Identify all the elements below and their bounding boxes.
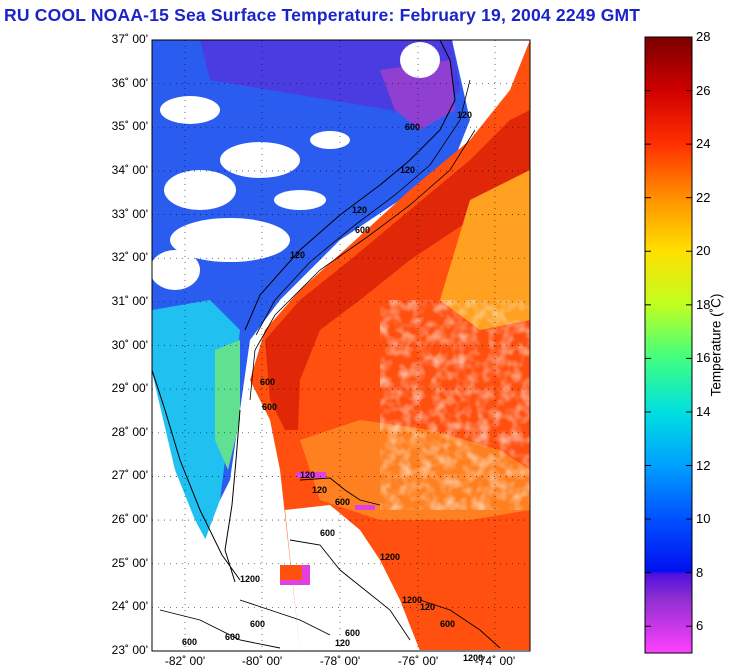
latitude-label: 23˚ 00' <box>111 643 148 657</box>
island-outline <box>159 477 501 649</box>
colorbar-tick-label: 10 <box>696 511 711 527</box>
contour-label: 600 <box>405 122 420 132</box>
contour-label: 600 <box>440 619 455 629</box>
violet-nearshore <box>380 60 455 130</box>
contour-label: 120 <box>420 602 435 612</box>
contour-label: 600 <box>345 628 360 638</box>
latitude-label: 32˚ 00' <box>111 250 148 265</box>
contour-label: 120 <box>312 485 327 495</box>
contour-label: 600 <box>182 637 197 647</box>
shelf-contour-120 <box>255 79 471 336</box>
contour-label: 120 <box>335 638 350 648</box>
bahamas-land <box>285 505 420 651</box>
longitude-label: -82˚ 00' <box>164 654 206 668</box>
latitude-label: 36˚ 00' <box>111 75 148 90</box>
colorbar-tick-label: 24 <box>696 136 711 152</box>
contour-label: 120 <box>300 470 315 480</box>
contour-label: 600 <box>335 497 350 507</box>
contour-label: 1200 <box>463 653 483 663</box>
latitude-label: 31˚ 00' <box>111 293 148 308</box>
colorbar-scale <box>644 36 693 654</box>
latitude-label: 24˚ 00' <box>111 599 148 614</box>
colorbar-tick-label: 18 <box>696 296 711 312</box>
shelf-green <box>215 340 240 470</box>
contour-label: 120 <box>400 165 415 175</box>
clouds <box>152 42 440 290</box>
colorbar-tick-label: 28 <box>696 29 711 44</box>
coastline <box>152 40 456 583</box>
latitude-label: 35˚ 00' <box>111 119 148 134</box>
gulf-stream-core <box>265 110 530 430</box>
latitude-label: 27˚ 00' <box>111 468 148 483</box>
contour-label: 600 <box>355 225 370 235</box>
colorbar-title: Temperature (˚C) <box>708 293 724 397</box>
colorbar-tick-label: 20 <box>696 243 711 259</box>
latitude-label: 25˚ 00' <box>111 555 148 570</box>
latitude-label: 37˚ 00' <box>111 32 148 46</box>
chart-title: RU COOL NOAA-15 Sea Surface Temperature:… <box>4 5 641 25</box>
contour-label: 600 <box>262 402 277 412</box>
latitude-label: 34˚ 00' <box>111 162 148 177</box>
latitude-label: 29˚ 00' <box>111 381 148 396</box>
longitude-label: -78˚ 00' <box>319 654 361 668</box>
land-southeast <box>152 372 300 651</box>
latitude-label: 30˚ 00' <box>111 337 148 352</box>
contour-label: 1200 <box>240 574 260 584</box>
contour-label: 1200 <box>402 595 422 605</box>
contour-label: 120 <box>457 110 472 120</box>
latitude-label: 26˚ 00' <box>111 512 148 527</box>
colorbar-tick-label: 6 <box>696 618 704 634</box>
contour-label: 600 <box>225 632 240 642</box>
warm-orange <box>440 170 530 330</box>
colorbar-tick-label: 26 <box>696 82 711 98</box>
colorbar-tick-label: 12 <box>696 457 711 473</box>
contour-label: 120 <box>290 250 305 260</box>
colorbar-tick-label: 16 <box>696 350 711 366</box>
longitude-label: -80˚ 00' <box>241 654 283 668</box>
contour-label: 120 <box>352 205 367 215</box>
colorbar-tick-label: 22 <box>696 189 711 205</box>
colorbar-tick-label: 8 <box>696 564 704 580</box>
latitude-label: 28˚ 00' <box>111 424 148 439</box>
contour-label: 1200 <box>380 552 400 562</box>
longitude-label: -76˚ 00' <box>397 654 439 668</box>
latitude-label: 33˚ 00' <box>111 206 148 221</box>
longitude-label: -74˚ 00' <box>474 654 516 668</box>
colorbar-tick-label: 14 <box>696 403 711 419</box>
shelf-contour-600 <box>249 129 476 401</box>
cloud-speckle <box>380 300 530 510</box>
contour-label: 600 <box>250 619 265 629</box>
contour-label: 600 <box>260 377 275 387</box>
contour-label: 600 <box>320 528 335 538</box>
